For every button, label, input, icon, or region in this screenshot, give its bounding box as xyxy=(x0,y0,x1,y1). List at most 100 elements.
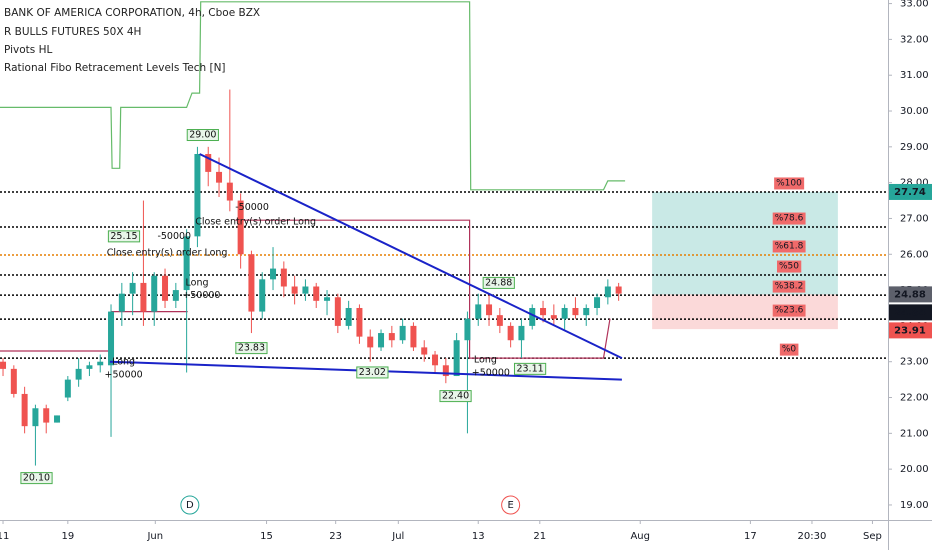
candle-body xyxy=(32,408,39,427)
candle-body xyxy=(0,361,7,369)
candle-body xyxy=(97,361,104,366)
annotation-box xyxy=(356,366,389,379)
candle-body xyxy=(259,279,266,312)
price-label-box xyxy=(889,286,932,303)
indicator-line xyxy=(0,1,626,191)
y-tick-label: 21.00 xyxy=(900,428,929,439)
candle-body xyxy=(421,347,428,355)
candle-body xyxy=(172,290,179,301)
fib-label: %23.6 xyxy=(775,306,804,316)
candle-body xyxy=(108,311,115,366)
y-tick-label: 27.00 xyxy=(900,213,929,224)
annotation: Close entry(s) order Long xyxy=(195,217,316,228)
candle-body xyxy=(486,304,493,316)
event-marker xyxy=(180,495,200,515)
candle-body xyxy=(475,304,482,319)
candle-body xyxy=(280,268,287,287)
candle-body xyxy=(529,307,536,326)
fib-label-box xyxy=(772,212,806,225)
annotation: 23.83 xyxy=(238,343,265,354)
chart-title: BANK OF AMERICA CORPORATION, 4h, Cboe BZ… xyxy=(4,7,260,19)
candle-body xyxy=(518,325,525,341)
candle-body xyxy=(226,182,233,201)
fib-label-box xyxy=(772,240,806,253)
annotation-box xyxy=(107,230,141,243)
stop-zone xyxy=(652,294,838,330)
candle-body xyxy=(324,297,331,301)
candle-body xyxy=(216,171,223,183)
candle-body xyxy=(313,286,320,301)
event-marker-label: E xyxy=(507,500,513,511)
candle-body xyxy=(140,282,147,312)
candle-body xyxy=(399,325,406,341)
trend-line xyxy=(199,153,623,360)
y-tick-label: 28.00 xyxy=(900,178,929,189)
y-tick-label: 33.00 xyxy=(900,0,929,10)
candle-body xyxy=(540,307,547,316)
candle-body xyxy=(367,336,374,348)
fib-label-box xyxy=(772,280,806,293)
annotation: 22.40 xyxy=(442,391,469,402)
fib-label: %61.8 xyxy=(775,241,804,251)
x-tick-label: 23 xyxy=(329,531,342,542)
candle-body xyxy=(378,333,385,348)
candle-body xyxy=(194,153,201,237)
price-label-box xyxy=(889,183,932,200)
y-tick-label: 23.00 xyxy=(900,357,929,368)
x-tick-label: 11 xyxy=(0,531,9,542)
y-tick-label: 31.00 xyxy=(900,70,929,81)
candle-body xyxy=(129,282,136,294)
y-tick-label: 19.00 xyxy=(900,500,929,511)
price-label: 24.88 xyxy=(894,289,926,300)
fib-label-box xyxy=(774,177,805,190)
annotation: +50000 xyxy=(472,368,510,379)
fib-label: %38.2 xyxy=(775,282,804,292)
x-tick-label: 17 xyxy=(744,531,757,542)
candle-body xyxy=(270,268,277,280)
annotation-box xyxy=(235,342,268,355)
annotation-box xyxy=(439,390,472,403)
annotation: Long xyxy=(186,277,209,288)
annotation-box xyxy=(482,276,515,289)
candle-body xyxy=(43,408,50,423)
annotation: -50000 xyxy=(235,202,269,213)
candle-body xyxy=(410,325,417,348)
fib-label: %0 xyxy=(782,345,797,355)
candle-body xyxy=(572,307,579,316)
candle-body xyxy=(75,368,82,380)
target-zone xyxy=(652,191,838,295)
candle-body xyxy=(302,286,309,294)
candle-body xyxy=(550,315,557,319)
candle-body xyxy=(248,254,255,312)
candle-body xyxy=(356,307,363,337)
candle-body xyxy=(453,340,460,377)
candle-body xyxy=(464,318,471,341)
candle-body xyxy=(162,275,169,301)
candle-body xyxy=(64,379,71,398)
candle-body xyxy=(496,315,503,326)
candle-body xyxy=(183,236,190,291)
candle-body xyxy=(54,415,61,423)
x-tick-label: 13 xyxy=(472,531,485,542)
candle-body xyxy=(205,153,212,172)
plot-area: %100 %78.6 %61.8 %50 %38.2 %23.6 %0 29.00 25.15 -… xyxy=(0,1,888,515)
fib-label: %50 xyxy=(779,262,799,272)
x-tick-label: Aug xyxy=(630,531,650,542)
fib-label: %78.6 xyxy=(775,214,804,224)
candle-body xyxy=(432,354,439,366)
fib-label: %100 xyxy=(776,178,802,188)
event-marker xyxy=(501,495,521,515)
annotation: Long xyxy=(474,354,497,365)
x-tick-label: 21 xyxy=(533,531,546,542)
indicator-name: Pivots HL xyxy=(4,44,52,56)
candle-body xyxy=(442,365,449,377)
price-label-box xyxy=(889,322,932,339)
price-label: 24.84 xyxy=(894,307,926,318)
x-tick-label: Jun xyxy=(146,531,163,542)
annotation: 20.10 xyxy=(23,473,50,484)
price-label: 27.74 xyxy=(894,187,926,198)
y-tick-label: 29.00 xyxy=(900,142,929,153)
candle-body xyxy=(237,200,244,255)
annotation-box xyxy=(513,362,547,375)
price-label: 23.91 xyxy=(894,325,926,336)
